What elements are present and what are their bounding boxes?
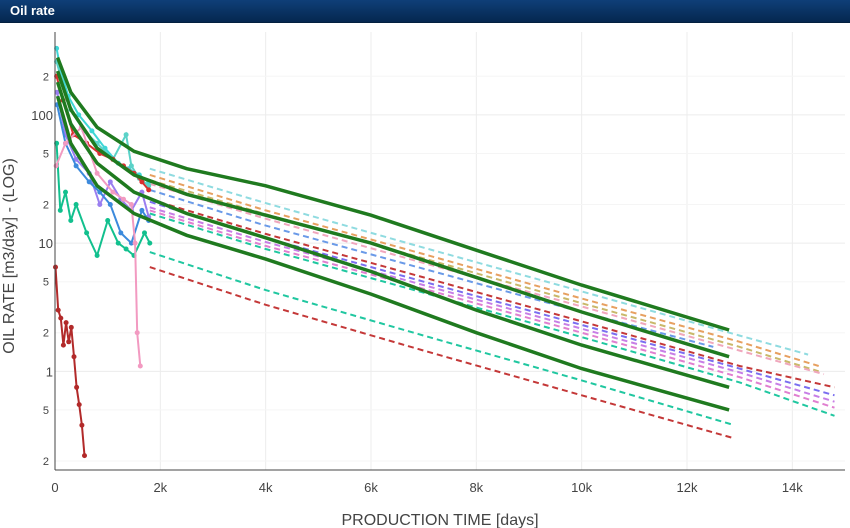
forecast-line[interactable] <box>149 251 735 427</box>
x-tick-label: 12k <box>677 480 698 495</box>
oil-rate-chart[interactable]: 0 2k 4k 6k 8k 10k 12k 14k 1 10 100 2 5 2 5 2 5 2 PRODUCTI… <box>0 22 850 528</box>
x-tick-label: 4k <box>259 480 273 495</box>
history-point[interactable] <box>110 189 116 195</box>
y-minor-tick-label: 2 <box>43 456 49 468</box>
history-point[interactable] <box>94 170 100 176</box>
history-point[interactable] <box>68 218 74 223</box>
forecast-line[interactable] <box>149 188 714 348</box>
history-point[interactable] <box>55 307 61 313</box>
history-point[interactable] <box>139 179 145 185</box>
grid-layer <box>55 32 845 470</box>
fitted-curve[interactable] <box>55 56 730 332</box>
y-tick-label: 100 <box>31 108 53 123</box>
history-point[interactable] <box>115 240 121 246</box>
y-minor-tick-label: 5 <box>43 405 49 417</box>
history-point[interactable] <box>86 179 92 185</box>
forecast-line[interactable] <box>149 206 835 403</box>
forecast-line[interactable] <box>149 266 735 440</box>
y-tick-label: 10 <box>39 236 53 251</box>
history-point[interactable] <box>118 230 124 236</box>
axes-layer: 0 2k 4k 6k 8k 10k 12k 14k 1 10 100 2 5 2 5 2 5 2 <box>31 32 845 495</box>
history-point[interactable] <box>82 453 87 459</box>
y-minor-tick-label: 2 <box>43 328 49 340</box>
panel-title: Oil rate <box>10 3 55 18</box>
history-point[interactable] <box>123 246 129 252</box>
history-point[interactable] <box>73 163 79 169</box>
history-line[interactable] <box>54 267 86 456</box>
forecast-line[interactable] <box>149 212 835 417</box>
history-point[interactable] <box>94 253 100 258</box>
x-tick-label: 0 <box>51 480 58 495</box>
history-point[interactable] <box>73 202 79 207</box>
history-point[interactable] <box>54 89 60 95</box>
forecast-line[interactable] <box>149 173 819 367</box>
panel-title-bar: Oil rate <box>0 0 850 23</box>
history-point[interactable] <box>84 230 90 236</box>
history-point[interactable] <box>123 132 129 138</box>
x-axis-title: PRODUCTION TIME [days] <box>341 512 538 528</box>
history-point[interactable] <box>105 218 111 223</box>
history-point[interactable] <box>71 354 77 360</box>
history-point[interactable] <box>107 202 113 207</box>
forecast-line[interactable] <box>149 182 825 376</box>
history-point[interactable] <box>146 187 152 193</box>
x-tick-label: 2k <box>153 480 167 495</box>
y-minor-tick-label: 2 <box>43 71 49 83</box>
history-point[interactable] <box>142 230 147 236</box>
history-point[interactable] <box>53 163 59 169</box>
history-point[interactable] <box>128 163 134 169</box>
history-point[interactable] <box>134 330 140 336</box>
history-point[interactable] <box>74 384 80 390</box>
x-tick-label: 6k <box>364 480 378 495</box>
x-tick-label: 10k <box>571 480 592 495</box>
forecast-line[interactable] <box>149 198 835 389</box>
history-point[interactable] <box>137 363 143 369</box>
history-line[interactable] <box>55 125 142 367</box>
history-point[interactable] <box>57 207 63 213</box>
history-point[interactable] <box>139 207 145 213</box>
history-point[interactable] <box>73 156 79 162</box>
history-point[interactable] <box>128 240 134 246</box>
forecast-line[interactable] <box>149 209 835 409</box>
x-tick-label: 8k <box>469 480 483 495</box>
history-point[interactable] <box>79 422 85 428</box>
y-minor-tick-label: 2 <box>43 199 49 211</box>
y-tick-label: 1 <box>46 364 53 379</box>
history-point[interactable] <box>89 128 95 134</box>
forecast-line[interactable] <box>149 200 835 397</box>
history-point[interactable] <box>76 112 82 118</box>
plot-area <box>53 45 835 459</box>
forecast-line[interactable] <box>149 167 809 356</box>
history-point[interactable] <box>66 339 72 345</box>
fitted-curve[interactable] <box>55 70 730 359</box>
history-point[interactable] <box>132 240 138 246</box>
history-point[interactable] <box>58 315 64 321</box>
history-point[interactable] <box>128 202 134 207</box>
history-point[interactable] <box>76 402 82 408</box>
history-point[interactable] <box>63 320 69 326</box>
history-point[interactable] <box>121 196 126 202</box>
y-minor-tick-label: 5 <box>43 148 49 160</box>
history-point[interactable] <box>147 240 153 246</box>
fitted-curve[interactable] <box>55 95 730 412</box>
x-tick-label: 14k <box>782 480 803 495</box>
history-line[interactable] <box>56 104 150 245</box>
history-point[interactable] <box>68 324 74 330</box>
fitted-curve[interactable] <box>55 81 730 389</box>
history-point[interactable] <box>60 342 66 348</box>
history-point[interactable] <box>63 140 68 146</box>
y-axis-title: OIL RATE [m3/day] - (LOG) <box>1 158 18 354</box>
history-point[interactable] <box>63 189 68 195</box>
y-minor-tick-label: 5 <box>43 277 49 289</box>
history-point[interactable] <box>107 179 113 185</box>
forecast-line[interactable] <box>149 179 819 373</box>
history-point[interactable] <box>97 202 103 207</box>
